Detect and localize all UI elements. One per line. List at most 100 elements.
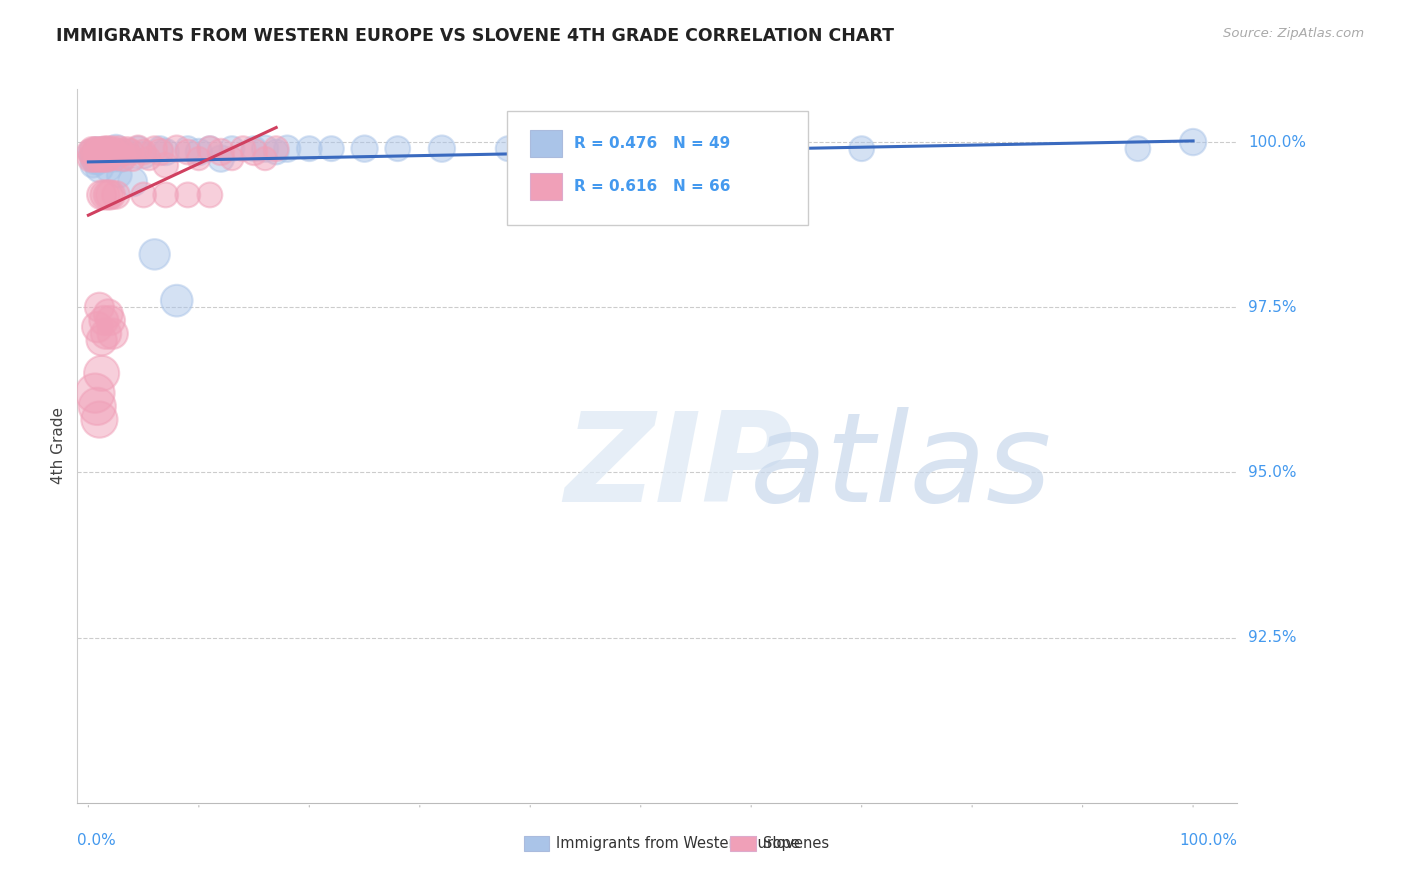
Point xyxy=(100,152,122,166)
Point xyxy=(100,188,122,202)
Point xyxy=(79,145,101,159)
Point xyxy=(254,152,277,166)
Point xyxy=(166,293,188,308)
Point xyxy=(143,247,166,261)
Text: R = 0.476   N = 49: R = 0.476 N = 49 xyxy=(574,136,730,151)
Point xyxy=(90,152,111,166)
Point xyxy=(90,148,111,162)
Point xyxy=(155,145,177,159)
Point xyxy=(108,142,131,156)
Point xyxy=(86,152,108,166)
Point xyxy=(90,152,112,166)
Text: 0.0%: 0.0% xyxy=(77,833,117,848)
Point xyxy=(89,300,111,314)
Text: Slovenes: Slovenes xyxy=(763,836,830,851)
Point xyxy=(96,152,118,166)
Point xyxy=(243,145,266,159)
Point xyxy=(187,145,209,159)
Point xyxy=(232,142,254,156)
Point xyxy=(89,161,111,176)
Point xyxy=(94,188,117,202)
Point xyxy=(90,367,112,381)
Point xyxy=(83,148,105,162)
Point xyxy=(112,152,135,166)
Text: ZIP: ZIP xyxy=(565,407,793,528)
Point xyxy=(101,326,124,341)
FancyBboxPatch shape xyxy=(730,836,756,851)
Point xyxy=(90,333,112,347)
Point xyxy=(90,188,112,202)
FancyBboxPatch shape xyxy=(524,836,550,851)
Point xyxy=(110,145,132,159)
Point xyxy=(254,142,277,156)
Point xyxy=(105,152,128,166)
Text: IMMIGRANTS FROM WESTERN EUROPE VS SLOVENE 4TH GRADE CORRELATION CHART: IMMIGRANTS FROM WESTERN EUROPE VS SLOVEN… xyxy=(56,27,894,45)
Point xyxy=(740,142,762,156)
Point xyxy=(108,168,131,182)
Point xyxy=(166,142,188,156)
Point xyxy=(387,142,409,156)
Point xyxy=(83,152,105,166)
Text: 95.0%: 95.0% xyxy=(1249,465,1296,480)
Point xyxy=(198,142,221,156)
Point xyxy=(104,145,127,159)
Point xyxy=(177,188,200,202)
Point xyxy=(138,152,160,166)
Point xyxy=(198,188,221,202)
Point xyxy=(94,326,117,341)
Point xyxy=(79,152,101,166)
Text: 92.5%: 92.5% xyxy=(1249,630,1296,645)
Point xyxy=(86,145,108,159)
FancyBboxPatch shape xyxy=(530,173,562,200)
Point xyxy=(264,142,287,156)
Point xyxy=(121,152,143,166)
Point xyxy=(100,145,122,159)
Point xyxy=(143,142,166,156)
Point xyxy=(84,142,107,156)
Point xyxy=(84,154,107,169)
Point xyxy=(80,142,103,156)
Point xyxy=(100,313,122,327)
Point xyxy=(94,142,117,156)
Point xyxy=(93,148,115,162)
Point xyxy=(353,142,375,156)
Point xyxy=(97,161,120,176)
Point xyxy=(120,145,142,159)
Text: 100.0%: 100.0% xyxy=(1180,833,1237,848)
Point xyxy=(149,142,172,156)
Point xyxy=(430,142,453,156)
Point xyxy=(115,142,138,156)
Point xyxy=(82,145,104,159)
Point xyxy=(79,145,101,159)
Point xyxy=(91,142,114,156)
Point xyxy=(851,142,873,156)
Text: Source: ZipAtlas.com: Source: ZipAtlas.com xyxy=(1223,27,1364,40)
Point xyxy=(94,152,117,166)
Point xyxy=(187,152,209,166)
Point xyxy=(97,188,120,202)
Point xyxy=(209,152,232,166)
Point xyxy=(496,142,519,156)
Point xyxy=(91,142,114,156)
FancyBboxPatch shape xyxy=(530,130,562,157)
Point xyxy=(177,142,200,156)
Point xyxy=(132,188,155,202)
Point xyxy=(98,145,121,159)
Point xyxy=(82,158,104,172)
Point xyxy=(86,400,108,414)
Text: atlas: atlas xyxy=(751,407,1052,528)
Point xyxy=(198,142,221,156)
Point xyxy=(276,142,298,156)
Point xyxy=(89,145,111,159)
Point xyxy=(87,154,110,169)
Point xyxy=(89,412,111,426)
Point xyxy=(298,142,321,156)
Point xyxy=(93,152,115,166)
Point xyxy=(97,307,120,321)
FancyBboxPatch shape xyxy=(506,111,808,225)
Text: 100.0%: 100.0% xyxy=(1249,135,1306,150)
Point xyxy=(105,188,127,202)
Point xyxy=(90,145,112,159)
Point xyxy=(84,145,107,159)
Point xyxy=(1126,142,1149,156)
